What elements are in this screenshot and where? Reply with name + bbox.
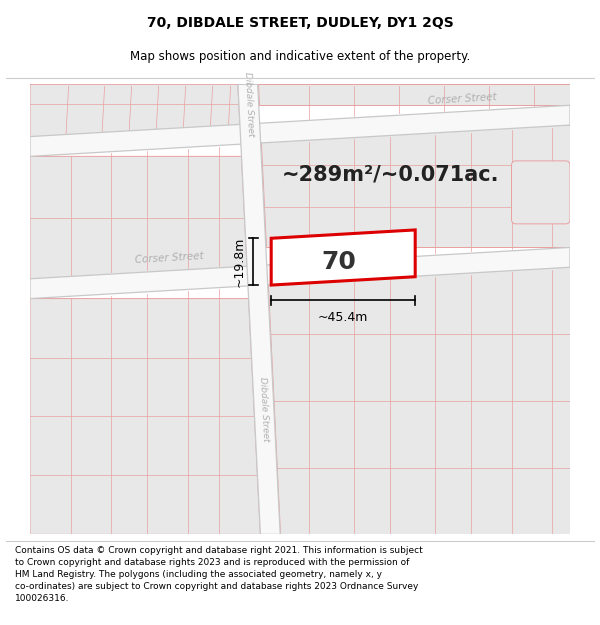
Text: Dibdale Street: Dibdale Street xyxy=(258,377,270,442)
Polygon shape xyxy=(258,84,570,105)
Polygon shape xyxy=(267,268,570,534)
Text: 70, DIBDALE STREET, DUDLEY, DY1 2QS: 70, DIBDALE STREET, DUDLEY, DY1 2QS xyxy=(146,16,454,31)
Text: Dibdale Street: Dibdale Street xyxy=(242,72,255,137)
Polygon shape xyxy=(271,230,415,285)
Text: ~19.8m: ~19.8m xyxy=(233,236,246,287)
Text: 70: 70 xyxy=(321,249,356,274)
Polygon shape xyxy=(30,84,241,137)
Text: Corser Street: Corser Street xyxy=(135,251,204,265)
FancyBboxPatch shape xyxy=(511,161,570,224)
Text: Contains OS data © Crown copyright and database right 2021. This information is : Contains OS data © Crown copyright and d… xyxy=(15,546,423,603)
Text: Corser Street: Corser Street xyxy=(427,92,497,106)
Text: Map shows position and indicative extent of the property.: Map shows position and indicative extent… xyxy=(130,50,470,62)
Text: ~289m²/~0.071ac.: ~289m²/~0.071ac. xyxy=(281,164,499,184)
Polygon shape xyxy=(30,299,260,534)
Polygon shape xyxy=(30,156,248,279)
Polygon shape xyxy=(30,248,570,299)
Polygon shape xyxy=(260,125,570,248)
Polygon shape xyxy=(238,84,280,534)
Polygon shape xyxy=(30,105,570,156)
Text: ~45.4m: ~45.4m xyxy=(318,311,368,324)
